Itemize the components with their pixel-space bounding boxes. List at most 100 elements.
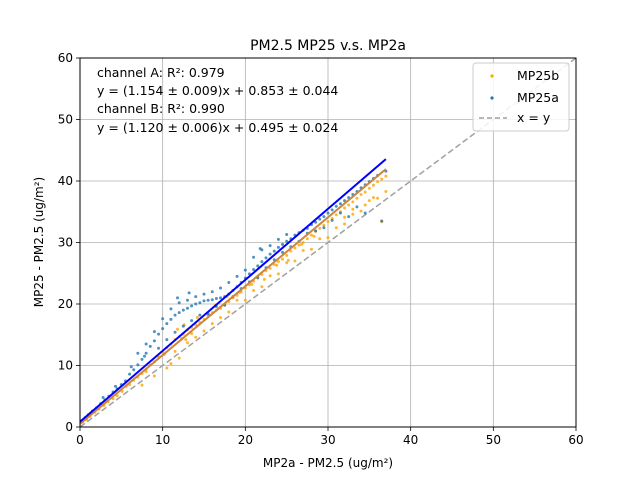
point-mp25b (235, 298, 239, 302)
y-tick-label: 50 (58, 113, 73, 127)
legend-marker-mp25a (490, 96, 494, 100)
point-mp25a (206, 298, 210, 302)
point-mp25a (165, 338, 169, 342)
point-mp25a (194, 302, 198, 306)
y-tick-label: 30 (58, 236, 73, 250)
point-mp25a (380, 219, 384, 223)
point-mp25a (322, 226, 326, 230)
point-mp25a (128, 372, 132, 376)
point-mp25a (194, 295, 198, 299)
point-mp25a (318, 217, 322, 221)
x-tick-label: 0 (76, 433, 84, 447)
point-mp25a (187, 291, 191, 295)
point-mp25b (367, 199, 371, 203)
x-tick-label: 20 (238, 433, 253, 447)
point-mp25a (185, 306, 189, 310)
point-mp25b (185, 341, 189, 345)
fit-annotations: channel A: R²: 0.979 y = (1.154 ± 0.009)… (97, 65, 338, 135)
point-mp25a (276, 237, 280, 241)
annotation-channel-b-equation: y = (1.120 ± 0.006)x + 0.495 ± 0.024 (97, 120, 338, 135)
point-mp25a (272, 249, 276, 253)
legend-label-x-equals-y: x = y (517, 110, 551, 125)
point-mp25a (219, 296, 223, 300)
point-mp25b (195, 316, 199, 320)
point-mp25a (363, 211, 367, 215)
point-mp25a (264, 256, 268, 260)
point-mp25b (173, 349, 177, 353)
point-mp25b (371, 183, 375, 187)
point-mp25b (309, 233, 313, 237)
point-mp25b (363, 190, 367, 194)
point-mp25b (260, 285, 264, 289)
point-mp25a (202, 299, 206, 303)
point-mp25a (177, 311, 181, 315)
axis-ticks: 0 10 20 30 40 50 60 0 10 20 30 40 50 60 (58, 51, 584, 447)
point-mp25a (235, 274, 239, 278)
point-mp25a (252, 268, 256, 272)
point-mp25b (359, 193, 363, 197)
point-mp25a (132, 368, 136, 372)
point-mp25b (285, 253, 289, 257)
point-mp25b (367, 186, 371, 190)
annotation-channel-a-r2: channel A: R²: 0.979 (97, 65, 225, 80)
point-mp25a (330, 218, 334, 222)
point-mp25a (210, 298, 214, 302)
point-mp25b (380, 177, 384, 181)
x-tick-label: 30 (320, 433, 335, 447)
point-mp25a (161, 327, 165, 331)
point-mp25a (202, 292, 206, 296)
point-mp25a (210, 290, 214, 294)
point-mp25b (176, 327, 180, 331)
point-mp25b (351, 212, 355, 216)
x-axis-label: MP2a - PM2.5 (ug/m²) (263, 456, 393, 470)
point-mp25a (260, 260, 264, 264)
point-mp25a (129, 365, 133, 369)
point-mp25a (258, 247, 262, 251)
point-mp25b (301, 248, 305, 252)
point-mp25a (101, 395, 105, 399)
point-mp25a (140, 357, 144, 361)
point-mp25a (173, 330, 177, 334)
point-mp25a (252, 255, 256, 259)
point-mp25a (190, 304, 194, 308)
point-mp25b (210, 322, 214, 326)
point-mp25b (343, 206, 347, 210)
point-mp25b (276, 260, 280, 264)
point-mp25a (338, 211, 342, 215)
point-mp25a (347, 215, 351, 219)
point-mp25a (169, 317, 173, 321)
point-mp25b (384, 189, 388, 193)
point-mp25b (243, 298, 247, 302)
point-mp25b (194, 335, 198, 339)
point-mp25b (202, 329, 206, 333)
y-tick-label: 0 (65, 420, 73, 434)
legend: MP25b MP25a x = y (472, 62, 570, 132)
legend-box (472, 62, 570, 132)
point-mp25b (300, 242, 304, 246)
point-mp25a (227, 280, 231, 284)
point-mp25b (359, 209, 363, 213)
point-mp25a (176, 296, 180, 300)
point-mp25b (219, 316, 223, 320)
point-mp25a (338, 202, 342, 206)
point-mp25a (314, 220, 318, 224)
y-axis-label: MP25 - PM2.5 (ug/m²) (32, 177, 46, 307)
point-mp25b (297, 243, 301, 247)
point-mp25a (334, 204, 338, 208)
point-mp25b (252, 288, 256, 292)
legend-label-mp25b: MP25b (517, 68, 559, 83)
legend-label-mp25a: MP25a (517, 90, 559, 105)
point-mp25b (343, 222, 347, 226)
point-mp25a (152, 330, 156, 334)
point-mp25b (343, 215, 347, 219)
point-mp25a (285, 233, 289, 237)
point-mp25b (250, 282, 254, 286)
y-tick-label: 60 (58, 51, 73, 65)
point-mp25a (219, 286, 223, 290)
point-mp25b (275, 263, 279, 267)
point-mp25a (136, 363, 140, 367)
point-mp25b (322, 223, 326, 227)
point-mp25b (347, 203, 351, 207)
